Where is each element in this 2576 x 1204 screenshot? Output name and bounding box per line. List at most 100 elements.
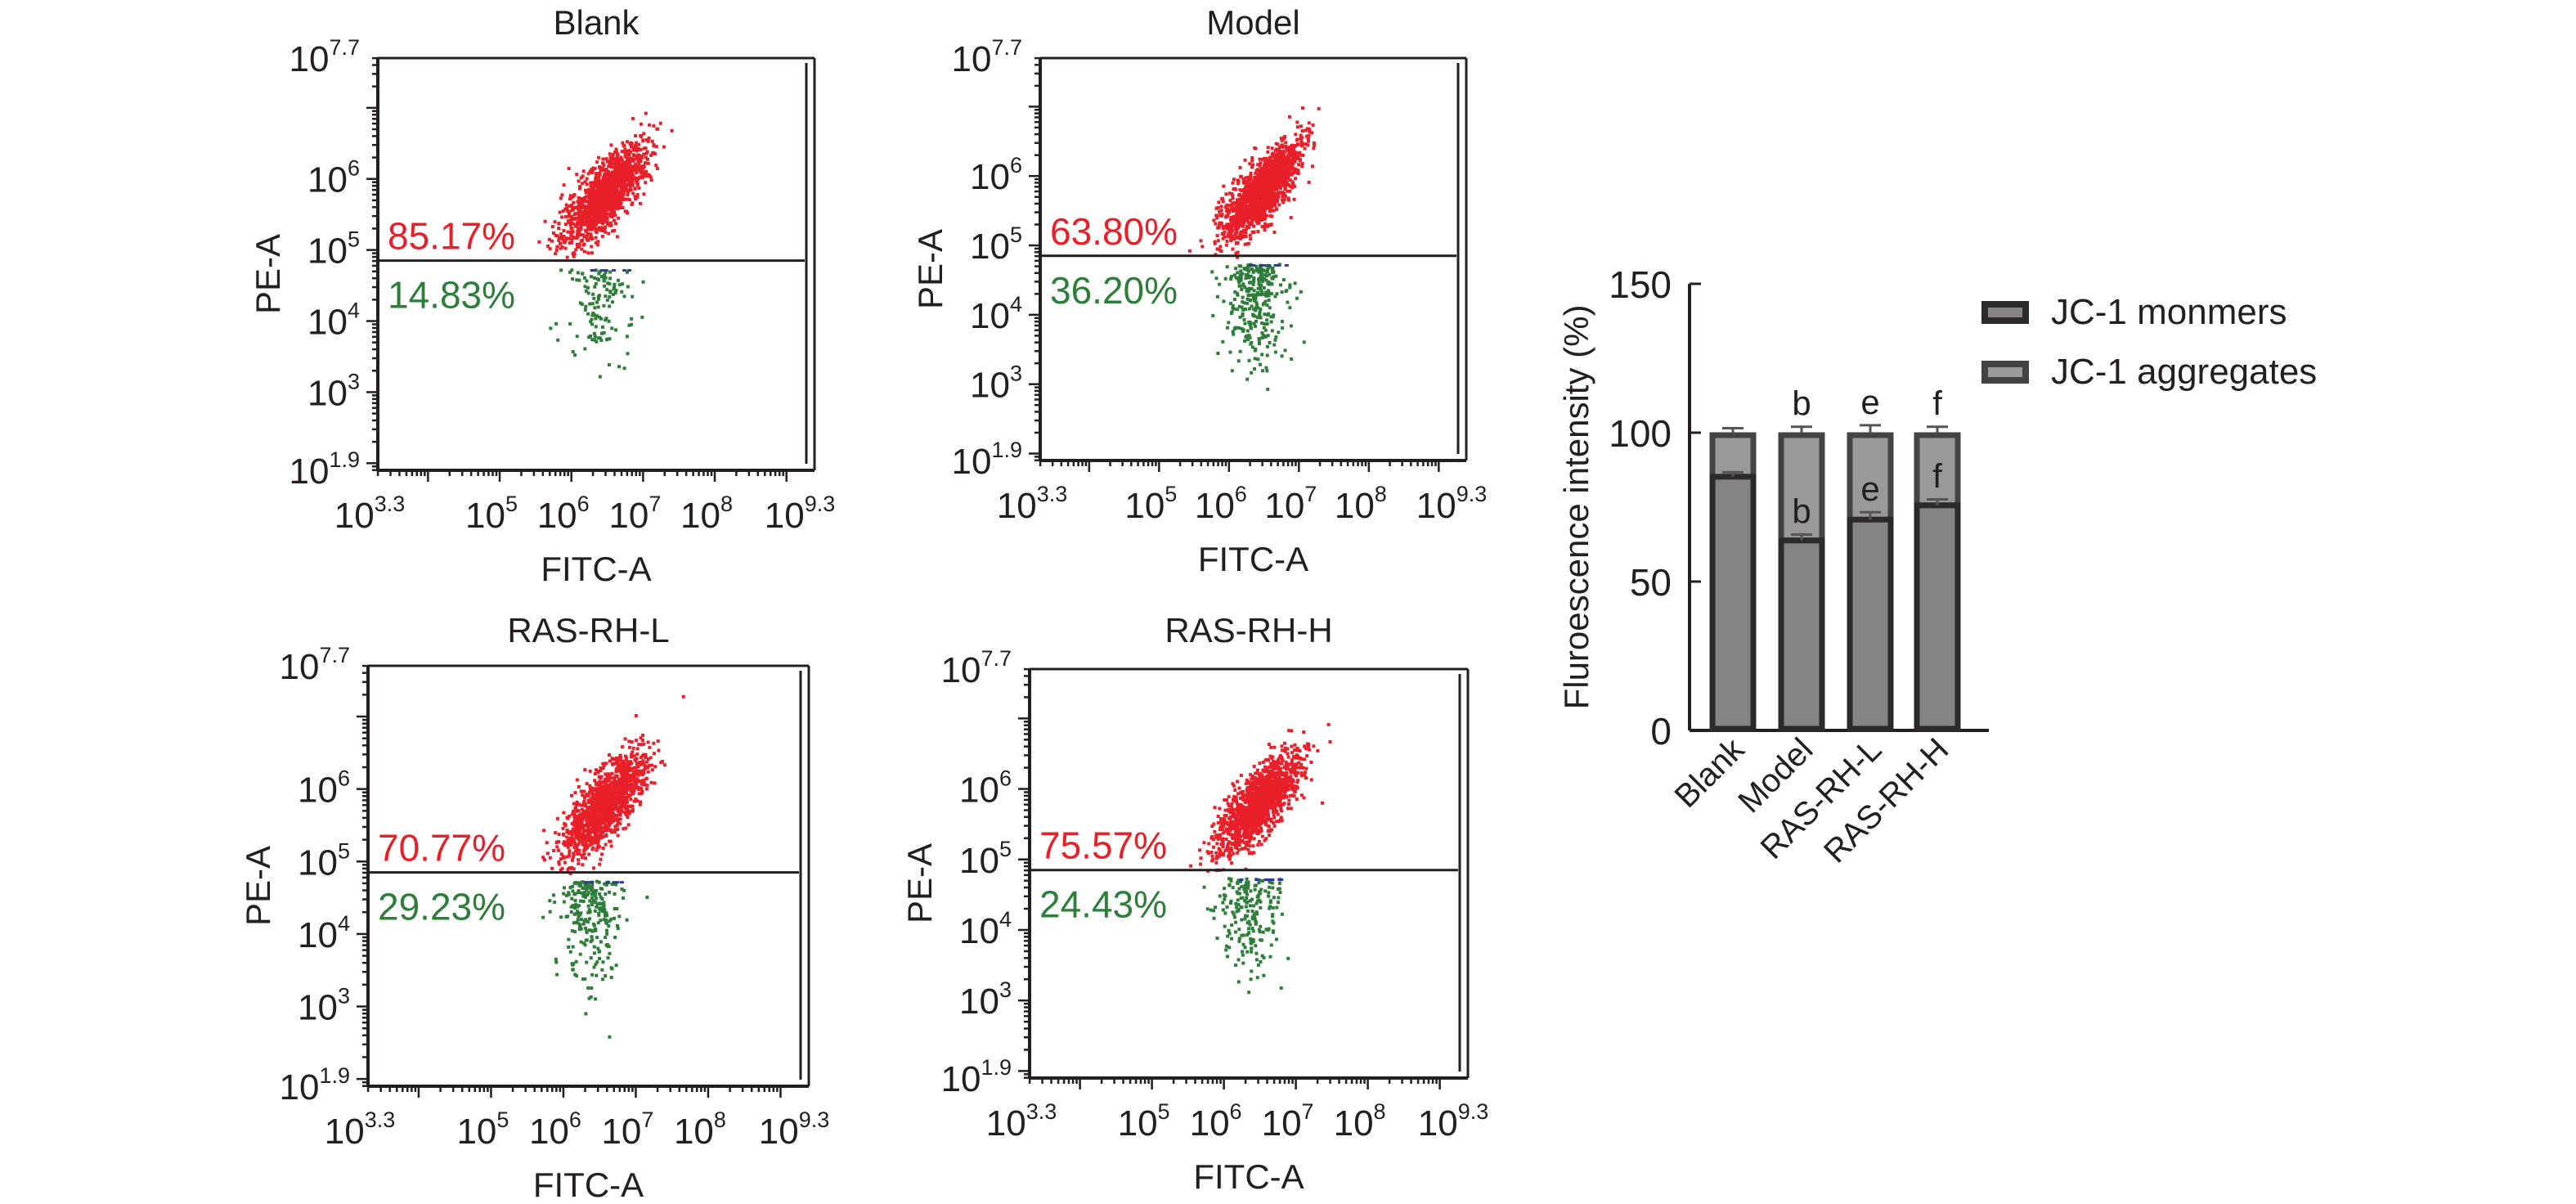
event-dot-red xyxy=(1215,216,1219,220)
event-dot-red xyxy=(600,786,604,790)
event-dot-green xyxy=(604,294,608,299)
event-dot-green xyxy=(1244,276,1248,281)
event-dot-red xyxy=(1262,195,1266,199)
event-dot-red xyxy=(603,778,607,782)
event-dot-red xyxy=(586,231,590,236)
event-dot-red xyxy=(1272,194,1277,198)
event-dot-red xyxy=(575,800,579,804)
event-dot-red xyxy=(587,843,591,847)
event-dot-red xyxy=(1216,239,1220,243)
event-dot-red xyxy=(598,829,602,833)
event-dot-green xyxy=(1244,267,1248,272)
event-dot-red xyxy=(589,233,593,237)
event-dot-red xyxy=(1212,218,1216,222)
event-dot-red xyxy=(1257,171,1261,175)
event-dot-red xyxy=(1245,227,1249,231)
event-dot-green xyxy=(1258,362,1262,366)
event-dot-green xyxy=(605,288,609,292)
event-dot-green xyxy=(1264,278,1268,282)
event-dot-red xyxy=(1310,164,1314,168)
event-dot-green xyxy=(1281,277,1286,281)
y-axis-label: PE-A xyxy=(239,846,277,926)
event-dot-red xyxy=(559,246,563,250)
event-dot-red xyxy=(1268,223,1272,227)
event-dot-red xyxy=(604,157,608,161)
event-dot-red xyxy=(562,856,566,860)
y-tick-label-exponent: 4 xyxy=(338,911,350,936)
event-dot-red xyxy=(634,167,638,171)
event-dot-red xyxy=(577,809,581,813)
event-dot-green xyxy=(1280,290,1284,294)
event-dot-red xyxy=(619,764,623,768)
event-dot-red xyxy=(570,821,574,825)
event-dot-red xyxy=(1260,205,1264,209)
event-dot-red xyxy=(577,838,581,842)
event-dot-red xyxy=(618,810,622,814)
event-dot-red xyxy=(590,842,594,847)
event-dot-red xyxy=(606,198,610,202)
panel-title: Blank xyxy=(553,3,640,42)
event-dot-red xyxy=(583,842,587,847)
x-tick-label-base: 10 xyxy=(674,1112,714,1152)
event-dot-red xyxy=(608,772,613,776)
event-dot-red xyxy=(602,834,606,838)
event-dot-blue xyxy=(599,269,604,272)
event-dot-red xyxy=(595,791,599,795)
event-dot-red xyxy=(1307,180,1311,184)
x-tick-label-base: 10 xyxy=(680,496,720,536)
event-dot-red xyxy=(613,189,617,193)
event-dot-red xyxy=(1295,120,1299,124)
y-tick-label: 103 xyxy=(298,984,350,1028)
event-dot-red xyxy=(621,172,625,176)
event-dot-blue xyxy=(1248,263,1253,267)
event-dot-green xyxy=(599,317,604,321)
event-dot-red xyxy=(613,170,617,174)
event-dot-red xyxy=(1249,237,1253,241)
event-dot-green xyxy=(1232,298,1236,302)
event-dot-red xyxy=(640,754,644,758)
y-tick-label-base: 10 xyxy=(298,915,338,955)
event-dot-red xyxy=(622,791,626,795)
event-dot-green xyxy=(587,335,591,339)
event-dot-red xyxy=(1231,196,1235,200)
event-dot-red xyxy=(1291,166,1295,170)
x-tick-label-base: 10 xyxy=(529,1112,569,1152)
event-dot-red xyxy=(595,185,599,189)
event-dot-red xyxy=(617,190,622,194)
event-dot-red xyxy=(583,845,587,849)
event-dot-green xyxy=(1277,330,1281,335)
event-dot-red xyxy=(600,234,604,238)
event-dot-red xyxy=(608,188,613,192)
x-tick-label: 107 xyxy=(601,1107,653,1152)
event-dot-red xyxy=(1251,208,1255,212)
event-dot-red xyxy=(617,797,621,801)
event-dot-red xyxy=(1281,151,1285,155)
event-dot-red xyxy=(627,153,631,157)
event-dot-red xyxy=(1303,146,1307,150)
event-dot-green xyxy=(581,272,585,276)
event-dot-red xyxy=(659,761,663,765)
event-dot-red xyxy=(603,213,607,218)
event-dot-green xyxy=(588,302,592,306)
event-dot-red xyxy=(1258,157,1262,161)
event-dot-red xyxy=(1222,184,1226,188)
event-dot-red xyxy=(1239,204,1243,209)
event-dot-red xyxy=(632,176,636,180)
event-dot-red xyxy=(557,833,561,837)
event-dot-red xyxy=(1262,215,1266,219)
event-dot-red xyxy=(1281,145,1285,149)
event-dot-red xyxy=(1236,255,1240,259)
event-dot-red xyxy=(1289,216,1293,220)
event-dot-green xyxy=(1270,329,1274,333)
event-dot-green xyxy=(1249,325,1253,329)
event-dot-red xyxy=(1244,235,1248,239)
y-tick-label-exponent: 7.7 xyxy=(329,35,360,60)
event-dot-green xyxy=(592,312,596,317)
event-dot-red xyxy=(591,811,595,815)
event-dot-green xyxy=(590,302,595,306)
event-dot-red xyxy=(1301,153,1305,157)
event-dot-red xyxy=(613,195,617,199)
event-dot-red xyxy=(1259,197,1263,201)
event-dot-red xyxy=(627,784,631,788)
